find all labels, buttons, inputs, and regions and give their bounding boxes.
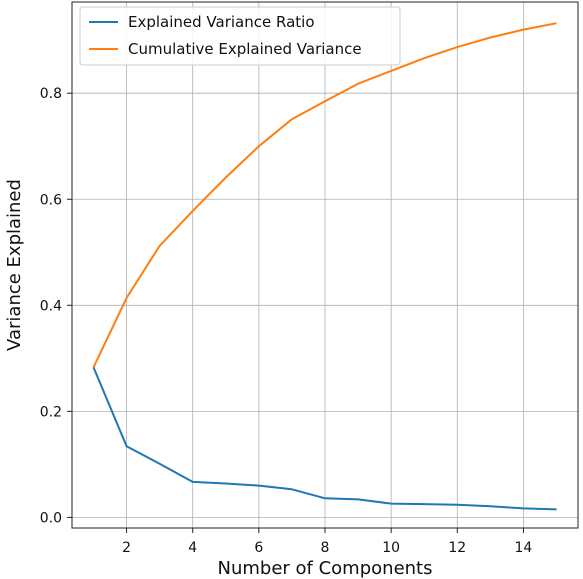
x-tick-label: 2 [122, 540, 131, 556]
x-tick-label: 8 [321, 540, 330, 556]
y-tick-label: 0.2 [40, 404, 62, 420]
y-tick-label: 0.6 [40, 192, 62, 208]
x-tick-label: 12 [448, 540, 466, 556]
x-tick-label: 6 [254, 540, 263, 556]
legend-entry: Explained Variance Ratio [128, 13, 315, 31]
legend-box [79, 6, 401, 66]
x-axis-ticks: 2 4 6 8 10 12 14 [122, 528, 532, 556]
y-axis-label: Variance Explained [4, 179, 25, 351]
series-lines [92, 22, 557, 511]
x-axis-label: Number of Components [218, 558, 433, 579]
y-tick-label: 0.0 [40, 510, 62, 526]
grid [72, 2, 578, 528]
x-tick-label: 4 [188, 540, 197, 556]
legend: Explained Variance Ratio Cumulative Expla… [79, 6, 401, 66]
series-line-explained-variance-ratio [92, 366, 557, 511]
y-tick-label: 0.4 [40, 298, 62, 314]
x-tick-label: 14 [515, 540, 533, 556]
y-tick-label: 0.8 [40, 86, 62, 102]
series-line-cumulative-explained-variance [92, 22, 557, 368]
y-axis-ticks: 0.0 0.2 0.4 0.6 0.8 [40, 86, 72, 526]
legend-entry: Cumulative Explained Variance [128, 40, 362, 58]
x-tick-label: 10 [382, 540, 400, 556]
